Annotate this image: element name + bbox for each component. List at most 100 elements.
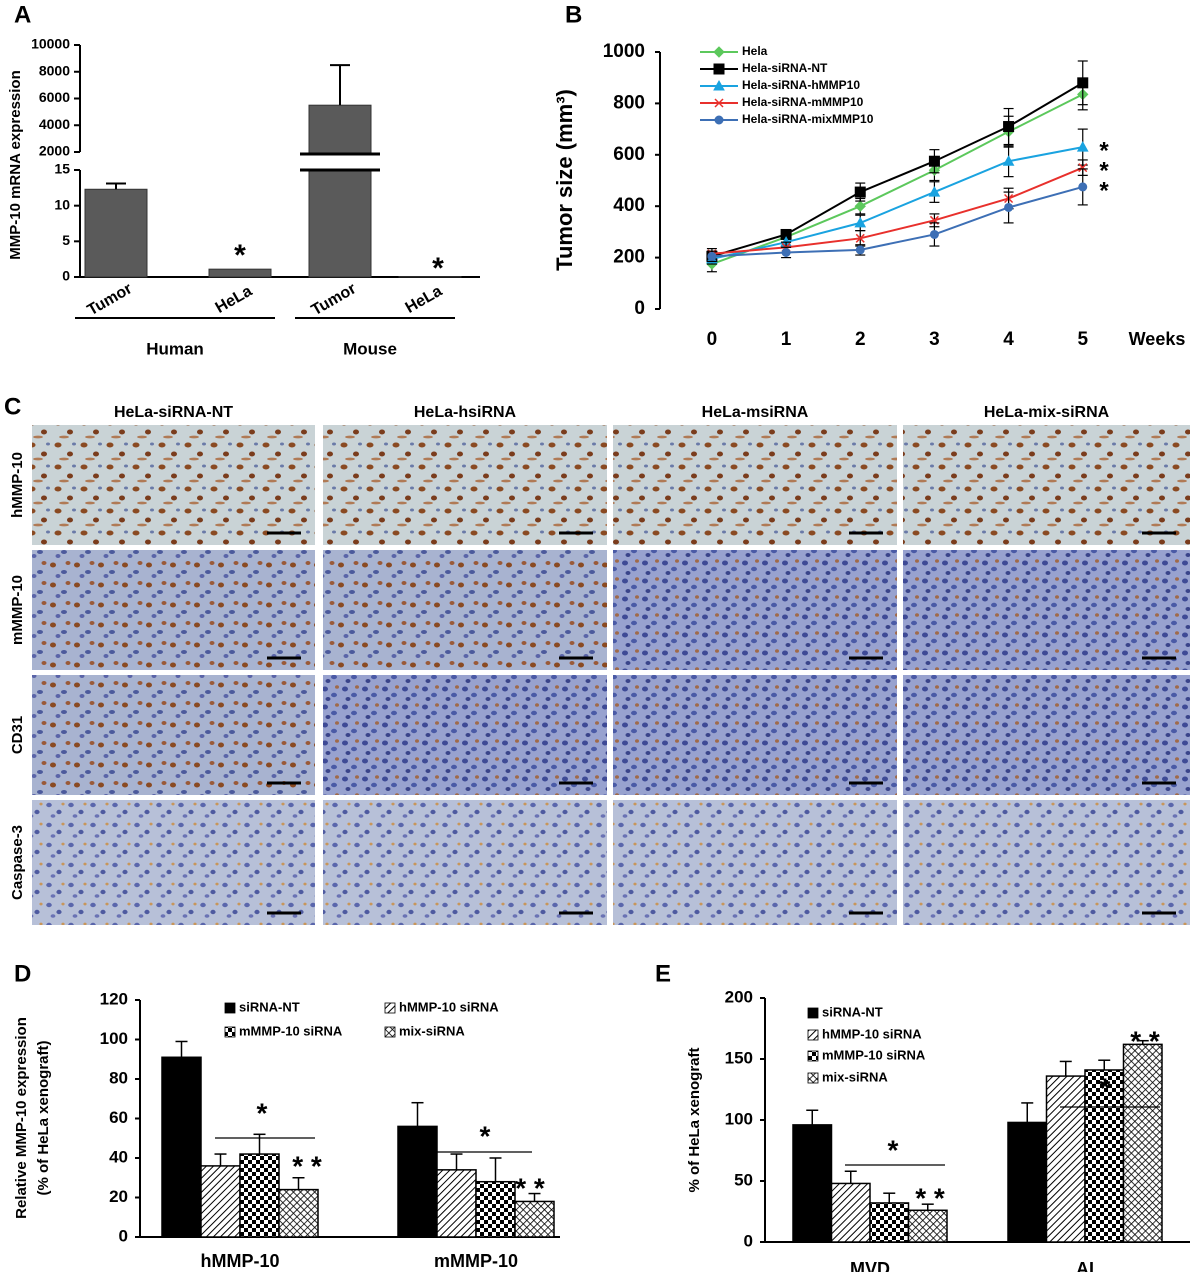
- annotation: * *: [1130, 1025, 1160, 1056]
- micrograph: [903, 800, 1190, 925]
- bar: [475, 1180, 516, 1238]
- y-tick-label: 400: [613, 195, 645, 216]
- marker: [1077, 77, 1089, 89]
- y-tick-label: 2000: [39, 143, 70, 159]
- axis-break: [74, 155, 384, 169]
- y-tick-label: 6000: [39, 89, 70, 105]
- group-label: Mouse: [343, 339, 397, 358]
- micrograph: [903, 550, 1190, 670]
- y-tick-label: 100: [100, 1029, 128, 1048]
- legend-label: mMMP-10 siRNA: [239, 1023, 343, 1038]
- x-tick-label: HeLa: [403, 283, 445, 317]
- column-header: HeLa-hsiRNA: [414, 404, 517, 421]
- annotation: * *: [292, 1150, 322, 1181]
- legend-label: Hela-siRNA-mMMP10: [742, 95, 864, 109]
- legend-swatch: [807, 1072, 819, 1084]
- y-tick-label: 10000: [31, 36, 70, 52]
- bar: [1045, 1075, 1086, 1243]
- y-axis-label: Tumor size (mm³): [552, 89, 577, 271]
- bar: [397, 1125, 438, 1238]
- marker: [707, 251, 717, 261]
- annotation: * *: [515, 1172, 545, 1203]
- y-tick-label: 150: [725, 1048, 753, 1067]
- x-tick-label: mMMP-10: [434, 1251, 518, 1271]
- panel-label: C: [4, 393, 21, 420]
- annotation: *: [1100, 1072, 1111, 1103]
- bar: [200, 1165, 241, 1238]
- micrograph: [613, 425, 897, 545]
- annotation: *: [1099, 137, 1109, 164]
- column-header: HeLa-msiRNA: [702, 404, 809, 421]
- legend-label: siRNA-NT: [239, 999, 300, 1014]
- legend-label: mix-siRNA: [399, 1023, 465, 1038]
- bar: [1007, 1121, 1048, 1243]
- marker: [855, 233, 865, 243]
- column-header: HeLa-siRNA-NT: [114, 404, 233, 421]
- line: [711, 185, 1084, 258]
- x-axis-label: Weeks: [1129, 329, 1186, 349]
- x-tick-label: Tumor: [85, 280, 136, 319]
- legend-label: hMMP-10 siRNA: [822, 1026, 922, 1041]
- marker: [713, 79, 725, 91]
- y-axis-label: MMP-10 mRNA expression: [7, 70, 24, 260]
- marker: [714, 115, 724, 125]
- panel-label: A: [14, 1, 31, 28]
- x-tick-label: HeLa: [213, 283, 255, 317]
- marker: [713, 46, 725, 58]
- group-label: Human: [146, 339, 204, 358]
- x-tick-label: 4: [1003, 329, 1014, 350]
- marker: [928, 186, 941, 197]
- micrograph: [323, 675, 607, 795]
- marker: [1078, 182, 1088, 192]
- annotation: *: [888, 1134, 899, 1165]
- legend-swatch: [807, 1007, 819, 1019]
- y-tick-label: 200: [613, 247, 645, 268]
- micrograph: [32, 425, 315, 545]
- bar: [830, 1182, 871, 1243]
- bar: [1122, 1043, 1163, 1243]
- x-tick-label: Tumor: [309, 280, 360, 319]
- annotation: *: [432, 252, 444, 285]
- bar: [278, 1188, 319, 1238]
- marker: [928, 155, 940, 167]
- x-tick-label: 5: [1077, 329, 1088, 350]
- bar: [436, 1169, 477, 1238]
- marker: [1003, 121, 1015, 133]
- legend-swatch: [224, 1026, 236, 1038]
- y-axis-label: % of HeLa xenograft: [686, 1047, 703, 1192]
- y-tick-label: 0: [119, 1226, 128, 1245]
- row-label: hMMP-10: [9, 452, 26, 518]
- y-tick-label: 60: [109, 1108, 128, 1127]
- y-tick-label: 200: [725, 987, 753, 1006]
- x-tick-label: AI: [1076, 1259, 1094, 1272]
- micrograph: [32, 550, 315, 670]
- y-tick-label: 0: [62, 268, 70, 284]
- annotation: *: [480, 1120, 491, 1151]
- marker: [929, 229, 939, 239]
- y-tick-label: 5: [62, 232, 70, 248]
- bar: [84, 188, 148, 278]
- micrograph: [613, 550, 897, 670]
- y-tick-label: 10: [54, 196, 70, 212]
- legend-label: Hela-siRNA-mixMMP10: [742, 112, 874, 126]
- micrograph: [323, 800, 607, 925]
- annotation: *: [1099, 177, 1109, 204]
- annotation: *: [257, 1097, 268, 1128]
- legend-swatch: [384, 1002, 396, 1014]
- bar: [208, 268, 272, 278]
- x-tick-label: MVD: [850, 1259, 890, 1272]
- y-tick-label: 120: [100, 989, 128, 1008]
- legend-label: mMMP-10 siRNA: [822, 1047, 926, 1062]
- micrograph: [903, 425, 1190, 545]
- line: [711, 81, 1084, 258]
- bar: [308, 104, 372, 278]
- row-label: CD31: [9, 716, 26, 754]
- legend-label: Hela-siRNA-NT: [742, 61, 828, 75]
- legend-swatch: [807, 1050, 819, 1062]
- legend-label: hMMP-10 siRNA: [399, 999, 499, 1014]
- bar: [792, 1124, 833, 1243]
- marker: [1004, 202, 1014, 212]
- x-tick-label: 2: [855, 329, 866, 350]
- y-tick-label: 100: [725, 1109, 753, 1128]
